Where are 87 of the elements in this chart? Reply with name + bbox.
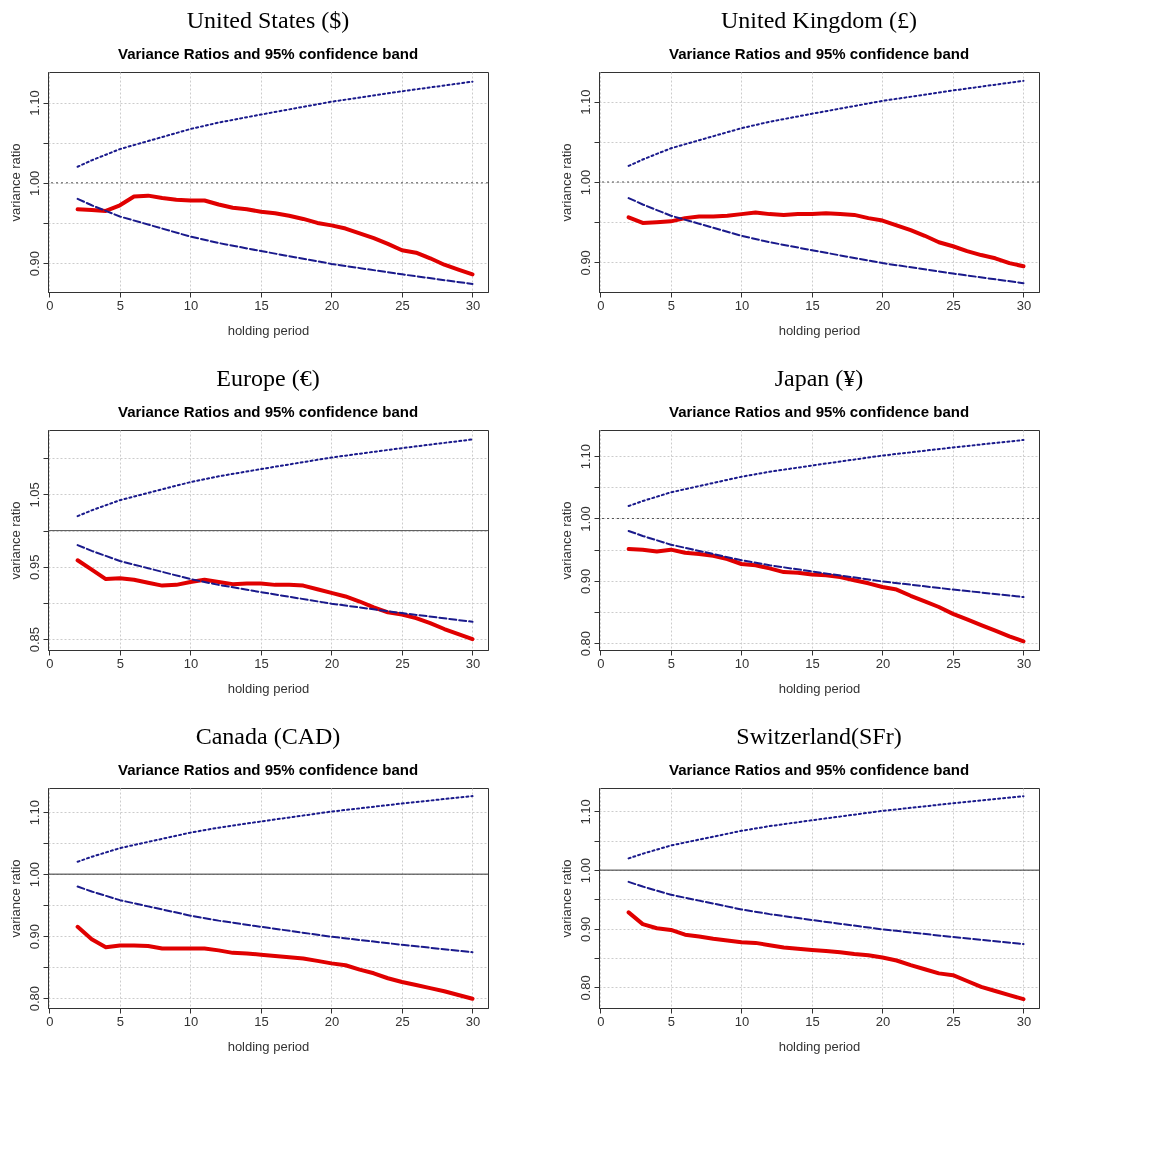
y-axis-title: variance ratio <box>7 859 23 938</box>
x-tick-label: 0 <box>46 655 54 671</box>
x-tick-label: 10 <box>734 1013 750 1029</box>
y-tick-label: 0.90 <box>26 923 42 950</box>
x-axis-title: holding period <box>778 680 861 696</box>
chart-subtitle: Variance Ratios and 95% confidence band <box>117 403 419 420</box>
y-axis-title: variance ratio <box>558 859 574 938</box>
x-tick-label: 5 <box>116 655 125 671</box>
x-axis-title: holding period <box>227 680 310 696</box>
x-tick-label: 15 <box>805 297 820 313</box>
x-tick-label: 25 <box>946 1013 961 1029</box>
x-axis-title: holding period <box>227 322 310 338</box>
chart-title: United States ($) <box>186 7 350 33</box>
y-tick-label: 1.10 <box>577 444 593 470</box>
x-tick-label: 15 <box>254 1013 269 1029</box>
x-tick-label: 10 <box>183 297 199 313</box>
x-axis-title: holding period <box>778 1038 861 1054</box>
x-tick-label: 25 <box>395 297 410 313</box>
y-tick-label: 0.80 <box>26 985 42 1012</box>
x-tick-label: 5 <box>667 1013 676 1029</box>
x-tick-label: 25 <box>946 297 961 313</box>
x-tick-label: 20 <box>875 1013 891 1029</box>
y-tick-label: 1.00 <box>26 861 42 888</box>
chart-title: Europe (€) <box>216 365 320 391</box>
chart-subtitle: Variance Ratios and 95% confidence band <box>668 761 970 778</box>
x-tick-label: 20 <box>875 297 891 313</box>
y-tick-label: 1.10 <box>26 90 42 116</box>
x-tick-label: 0 <box>46 1013 54 1029</box>
x-tick-label: 30 <box>1016 1013 1032 1029</box>
y-tick-label: 0.80 <box>577 975 593 1001</box>
chart-title: Switzerland(SFr) <box>736 723 902 749</box>
x-tick-label: 20 <box>324 1013 340 1029</box>
y-axis-title: variance ratio <box>7 501 23 580</box>
y-axis-title: variance ratio <box>558 143 574 222</box>
x-tick-label: 5 <box>667 297 676 313</box>
x-tick-label: 0 <box>597 655 605 671</box>
x-tick-label: 30 <box>1016 655 1032 671</box>
x-tick-label: 25 <box>946 655 961 671</box>
x-tick-label: 5 <box>116 1013 125 1029</box>
x-tick-label: 25 <box>395 1013 410 1029</box>
x-tick-label: 30 <box>1016 297 1032 313</box>
x-tick-label: 15 <box>254 655 269 671</box>
y-tick-label: 0.90 <box>577 250 593 276</box>
chart-subtitle: Variance Ratios and 95% confidence band <box>117 45 419 62</box>
x-tick-label: 20 <box>875 655 891 671</box>
x-tick-label: 15 <box>805 1013 820 1029</box>
y-tick-label: 1.10 <box>577 799 593 825</box>
x-tick-label: 20 <box>324 655 340 671</box>
x-tick-label: 10 <box>734 655 750 671</box>
y-tick-label: 1.00 <box>26 170 42 196</box>
x-tick-label: 30 <box>465 297 481 313</box>
x-axis-title: holding period <box>778 322 861 338</box>
y-tick-label: 0.90 <box>577 916 593 942</box>
x-tick-label: 10 <box>183 655 199 671</box>
y-tick-label: 1.00 <box>577 169 593 196</box>
chart-subtitle: Variance Ratios and 95% confidence band <box>117 761 419 778</box>
y-tick-label: 1.10 <box>577 89 593 115</box>
y-tick-label: 1.05 <box>26 482 42 508</box>
x-tick-label: 5 <box>667 655 676 671</box>
x-tick-label: 5 <box>116 297 125 313</box>
y-axis-title: variance ratio <box>7 143 23 222</box>
chart-subtitle: Variance Ratios and 95% confidence band <box>668 45 970 62</box>
x-tick-label: 0 <box>597 297 605 313</box>
y-tick-label: 0.90 <box>26 250 42 277</box>
chart-title: Canada (CAD) <box>195 723 341 749</box>
x-tick-label: 10 <box>183 1013 199 1029</box>
x-tick-label: 30 <box>465 1013 481 1029</box>
chart-title: Japan (¥) <box>774 365 864 391</box>
x-tick-label: 15 <box>805 655 820 671</box>
y-axis-title: variance ratio <box>558 501 574 580</box>
y-tick-label: 1.00 <box>577 506 593 532</box>
x-axis-title: holding period <box>227 1038 310 1054</box>
x-tick-label: 25 <box>395 655 410 671</box>
chart-title: United Kingdom (£) <box>721 7 917 33</box>
y-tick-label: 0.85 <box>26 626 42 653</box>
y-tick-label: 0.80 <box>577 630 593 657</box>
y-tick-label: 0.90 <box>577 568 593 594</box>
x-tick-label: 10 <box>734 297 750 313</box>
x-tick-label: 20 <box>324 297 340 313</box>
y-tick-label: 0.95 <box>26 554 42 580</box>
x-tick-label: 15 <box>254 297 269 313</box>
y-tick-label: 1.10 <box>26 800 42 826</box>
x-tick-label: 0 <box>597 1013 605 1029</box>
y-tick-label: 1.00 <box>577 857 593 884</box>
chart-subtitle: Variance Ratios and 95% confidence band <box>668 403 970 420</box>
x-tick-label: 0 <box>46 297 54 313</box>
x-tick-label: 30 <box>465 655 481 671</box>
